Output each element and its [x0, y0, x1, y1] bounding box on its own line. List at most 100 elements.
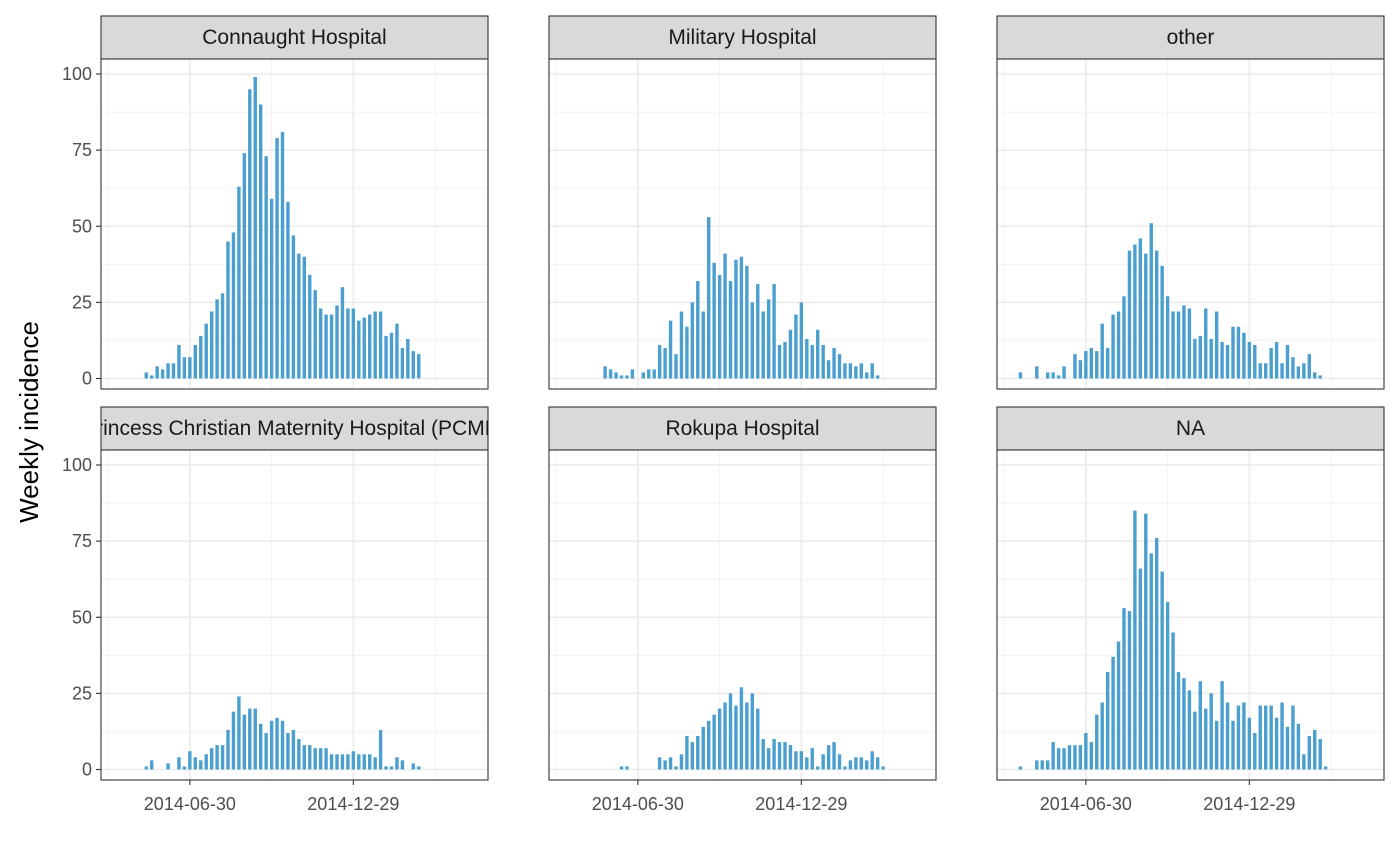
facet-strip	[548, 406, 937, 451]
bar	[335, 754, 339, 770]
y-tick-label: 0	[82, 760, 92, 780]
bar	[340, 754, 345, 770]
bar	[657, 345, 662, 379]
bar	[406, 338, 410, 379]
bar	[728, 693, 733, 770]
facet-strip-label: Princess Christian Maternity Hospital (P…	[82, 417, 507, 440]
bar	[1198, 681, 1202, 770]
bar	[625, 375, 629, 379]
bar	[1318, 375, 1322, 379]
bar	[870, 363, 874, 379]
bar	[417, 766, 421, 770]
bar	[1193, 338, 1197, 379]
bar	[297, 253, 301, 379]
bar	[734, 705, 738, 770]
bar	[1100, 323, 1104, 379]
bar	[777, 345, 782, 379]
bar	[859, 363, 863, 379]
bar	[231, 232, 236, 379]
bar	[761, 311, 765, 379]
bar	[690, 302, 695, 379]
bar	[275, 717, 279, 770]
bar	[821, 345, 825, 379]
bar	[799, 751, 804, 770]
bar	[810, 345, 814, 379]
bar	[1242, 332, 1246, 379]
bar	[826, 360, 831, 379]
bar	[848, 363, 853, 379]
bar	[1078, 360, 1083, 379]
bar	[351, 308, 356, 379]
bar	[384, 335, 388, 379]
bar	[794, 751, 798, 770]
bar	[269, 720, 274, 770]
bar	[685, 736, 689, 770]
y-tick-label: 50	[72, 607, 92, 627]
bar	[843, 766, 847, 770]
bar	[264, 156, 268, 379]
bar	[231, 711, 236, 770]
bar	[647, 369, 651, 379]
bar	[378, 729, 383, 770]
panels-layer: Connaught Hospital 0 25 50 75 100 Military Hos…	[62, 15, 1385, 814]
bar	[1144, 253, 1148, 379]
bar	[1236, 705, 1241, 770]
bar	[150, 375, 154, 379]
bar	[1062, 748, 1066, 770]
bar	[663, 760, 667, 770]
bar	[400, 348, 405, 379]
facet-strip-label: Connaught Hospital	[202, 26, 386, 49]
bar	[144, 766, 148, 770]
y-tick-label: 100	[62, 455, 92, 475]
bar	[696, 281, 700, 379]
bar	[275, 137, 279, 379]
bar	[614, 372, 618, 379]
x-tick-label: 2014-06-30	[144, 794, 236, 814]
bar	[750, 302, 754, 379]
bar	[199, 335, 203, 379]
bar	[1084, 351, 1088, 379]
bar	[1193, 711, 1197, 770]
bar	[209, 311, 214, 379]
bar	[389, 766, 394, 770]
bar	[346, 308, 350, 379]
bar	[362, 754, 366, 770]
bar	[368, 754, 372, 770]
bar	[756, 284, 760, 379]
panel-border	[100, 58, 489, 390]
bar	[1285, 726, 1290, 770]
bar	[389, 332, 394, 379]
bar	[1095, 714, 1099, 770]
bar	[362, 317, 366, 379]
bar	[1258, 705, 1262, 770]
panel: Connaught Hospital 0 25 50 75 100	[62, 15, 489, 390]
bar	[1214, 720, 1219, 770]
bar	[318, 748, 323, 770]
bar	[1105, 672, 1110, 770]
bar	[679, 311, 684, 379]
bar	[368, 314, 372, 379]
facet-strip-label: other	[1167, 26, 1215, 49]
y-tick-label: 75	[72, 140, 92, 160]
bar	[805, 757, 809, 770]
bar	[242, 714, 247, 770]
bar	[712, 262, 716, 379]
bar	[400, 760, 405, 770]
bar	[313, 748, 317, 770]
bar	[1318, 739, 1322, 770]
bar	[1111, 656, 1115, 770]
bar	[1247, 717, 1252, 770]
bar	[215, 299, 219, 379]
bar	[335, 305, 339, 379]
bar	[1225, 702, 1230, 770]
bar	[1247, 341, 1252, 379]
bar	[291, 235, 296, 379]
bar	[357, 320, 361, 379]
bar	[313, 290, 317, 379]
panel: Military Hospital	[548, 15, 937, 390]
bar	[652, 369, 656, 379]
bar	[870, 751, 874, 770]
bar	[674, 766, 678, 770]
panel-border	[548, 58, 937, 390]
bar	[373, 757, 377, 770]
